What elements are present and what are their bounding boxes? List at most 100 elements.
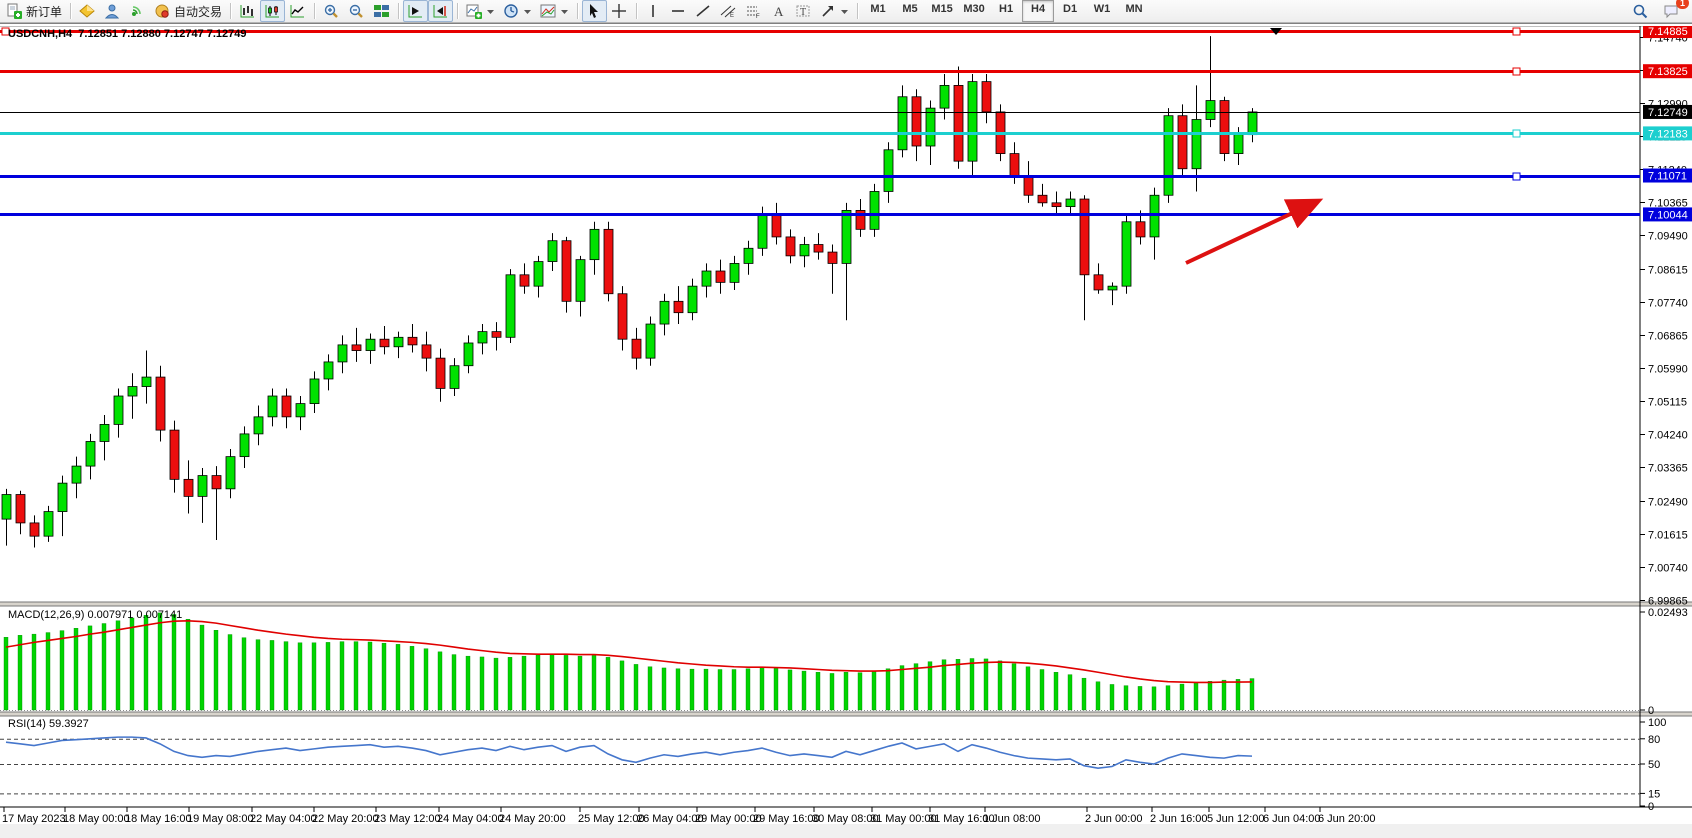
macd-histogram-bar [73,628,79,711]
indicators-button[interactable] [462,0,499,22]
signal-button[interactable] [125,0,150,22]
macd-histogram-bar [31,633,37,711]
candle-up [477,331,488,344]
rsi-tick-label: 50 [1648,759,1660,771]
dropdown-caret-icon [524,9,532,14]
macd-histogram-bar [59,630,65,711]
macd-histogram-bar [1193,682,1199,711]
candle-up [141,376,152,387]
macd-histogram-bar [1249,678,1255,711]
time-tick-label: 22 May 20:00 [312,813,379,825]
macd-histogram-bar [227,634,233,711]
chart-title: USDCNH,H4 7.12851 7.12880 7.12747 7.1274… [8,28,247,40]
periods-button[interactable] [499,0,536,22]
price-label-text: 7.12749 [1648,107,1688,119]
search-icon [1633,4,1648,18]
chart-line-button[interactable] [285,0,310,22]
price-line-labels: 7.14885 7.13825 7.12749 7.12183 7.11071 7.100… [1643,26,1692,222]
hline-handle[interactable] [1512,172,1521,181]
candle-down [631,338,642,359]
text-button[interactable]: A [766,0,791,22]
candle-up [967,81,978,162]
time-tick-label: 23 May 12:00 [374,813,441,825]
text-label-button[interactable]: T [791,0,816,22]
profile-icon [104,4,120,18]
tile-windows-button[interactable] [369,0,394,22]
macd-histogram-bar [451,654,457,711]
zoom-in-button[interactable] [319,0,344,22]
profile-button[interactable] [100,0,125,22]
toolbar-separator [636,3,638,19]
price-label-text: 7.10044 [1648,209,1688,221]
autotrading-button[interactable]: 自动交易 [150,0,226,22]
time-tick-label: 17 May 2023 [2,813,66,825]
hline-handle[interactable] [1512,27,1521,36]
macd-histogram-bar [633,664,639,711]
fibonacci-button[interactable]: F [741,0,766,22]
chart-candles-button[interactable] [260,0,286,22]
chart-shift-marker[interactable] [1270,28,1282,35]
price-tick-label: 7.10365 [1648,198,1688,210]
candlestick-series [1,36,1258,548]
timeframe-M15-button[interactable]: M15 [931,3,953,15]
candle-down [771,213,782,238]
chart-shift-button[interactable] [428,0,454,22]
macd-histogram-bar [535,654,541,711]
hline-handle[interactable] [1,27,10,36]
price-label-box [1643,168,1692,183]
timeframe-M5-button[interactable]: M5 [902,3,918,15]
pane-separator[interactable] [0,712,1692,716]
cursor-button[interactable] [582,0,608,22]
horizontal-line-button[interactable] [666,0,691,22]
channel-icon: E [720,5,736,19]
timeframe-D1-button[interactable]: D1 [1063,3,1078,15]
price-tick-label: 7.04240 [1648,430,1688,442]
macd-histogram-bar [3,637,9,711]
timeframe-H1-button[interactable]: H1 [999,3,1014,15]
candle-down [351,344,362,351]
new-order-button[interactable]: 新订单 [2,0,66,22]
crosshair-button[interactable] [607,0,632,22]
search-button[interactable] [1628,0,1653,22]
timeframe-H4-button[interactable]: H4 [1022,0,1055,22]
shapes-button[interactable] [816,0,853,22]
metaeditor-button[interactable] [75,0,100,22]
macd-histogram-bar [423,648,429,711]
chart-canvas[interactable]: 7.147407.138657.129907.121157.112407.103… [0,26,1692,838]
pane-separator[interactable] [0,602,1692,606]
candle-up [253,416,264,435]
macd-histogram-bar [283,641,289,711]
auto-scroll-button[interactable] [403,0,429,22]
trendline-button[interactable] [691,0,716,22]
macd-histogram-bar [927,661,933,711]
price-tick-label: 7.05990 [1648,364,1688,376]
macd-histogram-bar [843,672,849,711]
hline-handle[interactable] [1512,67,1521,76]
text-label-icon: T [796,5,810,18]
macd-histogram-bar [913,663,919,711]
rsi-tick-label: 15 [1648,788,1660,800]
price-tick-label: 7.08615 [1648,265,1688,277]
candle-up [687,285,698,314]
notifications-button[interactable]: 1 [1659,0,1689,22]
candle-up [589,228,600,261]
channel-button[interactable]: E [716,0,741,22]
timeframe-M1-button[interactable]: M1 [870,3,886,15]
vertical-line-button[interactable] [641,0,666,22]
svg-text:T: T [800,7,806,18]
trend-arrow-annotation[interactable] [1185,198,1324,265]
chart-bars-button[interactable] [235,0,260,22]
trendline-icon [696,4,710,17]
hline-handle[interactable] [1512,129,1521,138]
timeframe-M30-button[interactable]: M30 [963,3,985,15]
templates-button[interactable] [536,0,573,22]
rsi-tick-label: 100 [1648,717,1666,729]
candle-up [701,270,712,287]
timeframe-W1-button[interactable]: W1 [1093,3,1111,15]
macd-histogram-bar [171,614,177,711]
timeframe-MN-button[interactable]: MN [1125,3,1143,15]
price-label-box [1643,207,1692,222]
zoom-out-button[interactable] [344,0,369,22]
chart-window[interactable]: USDCNH,H4 7.12851 7.12880 7.12747 7.1274… [0,23,1692,838]
